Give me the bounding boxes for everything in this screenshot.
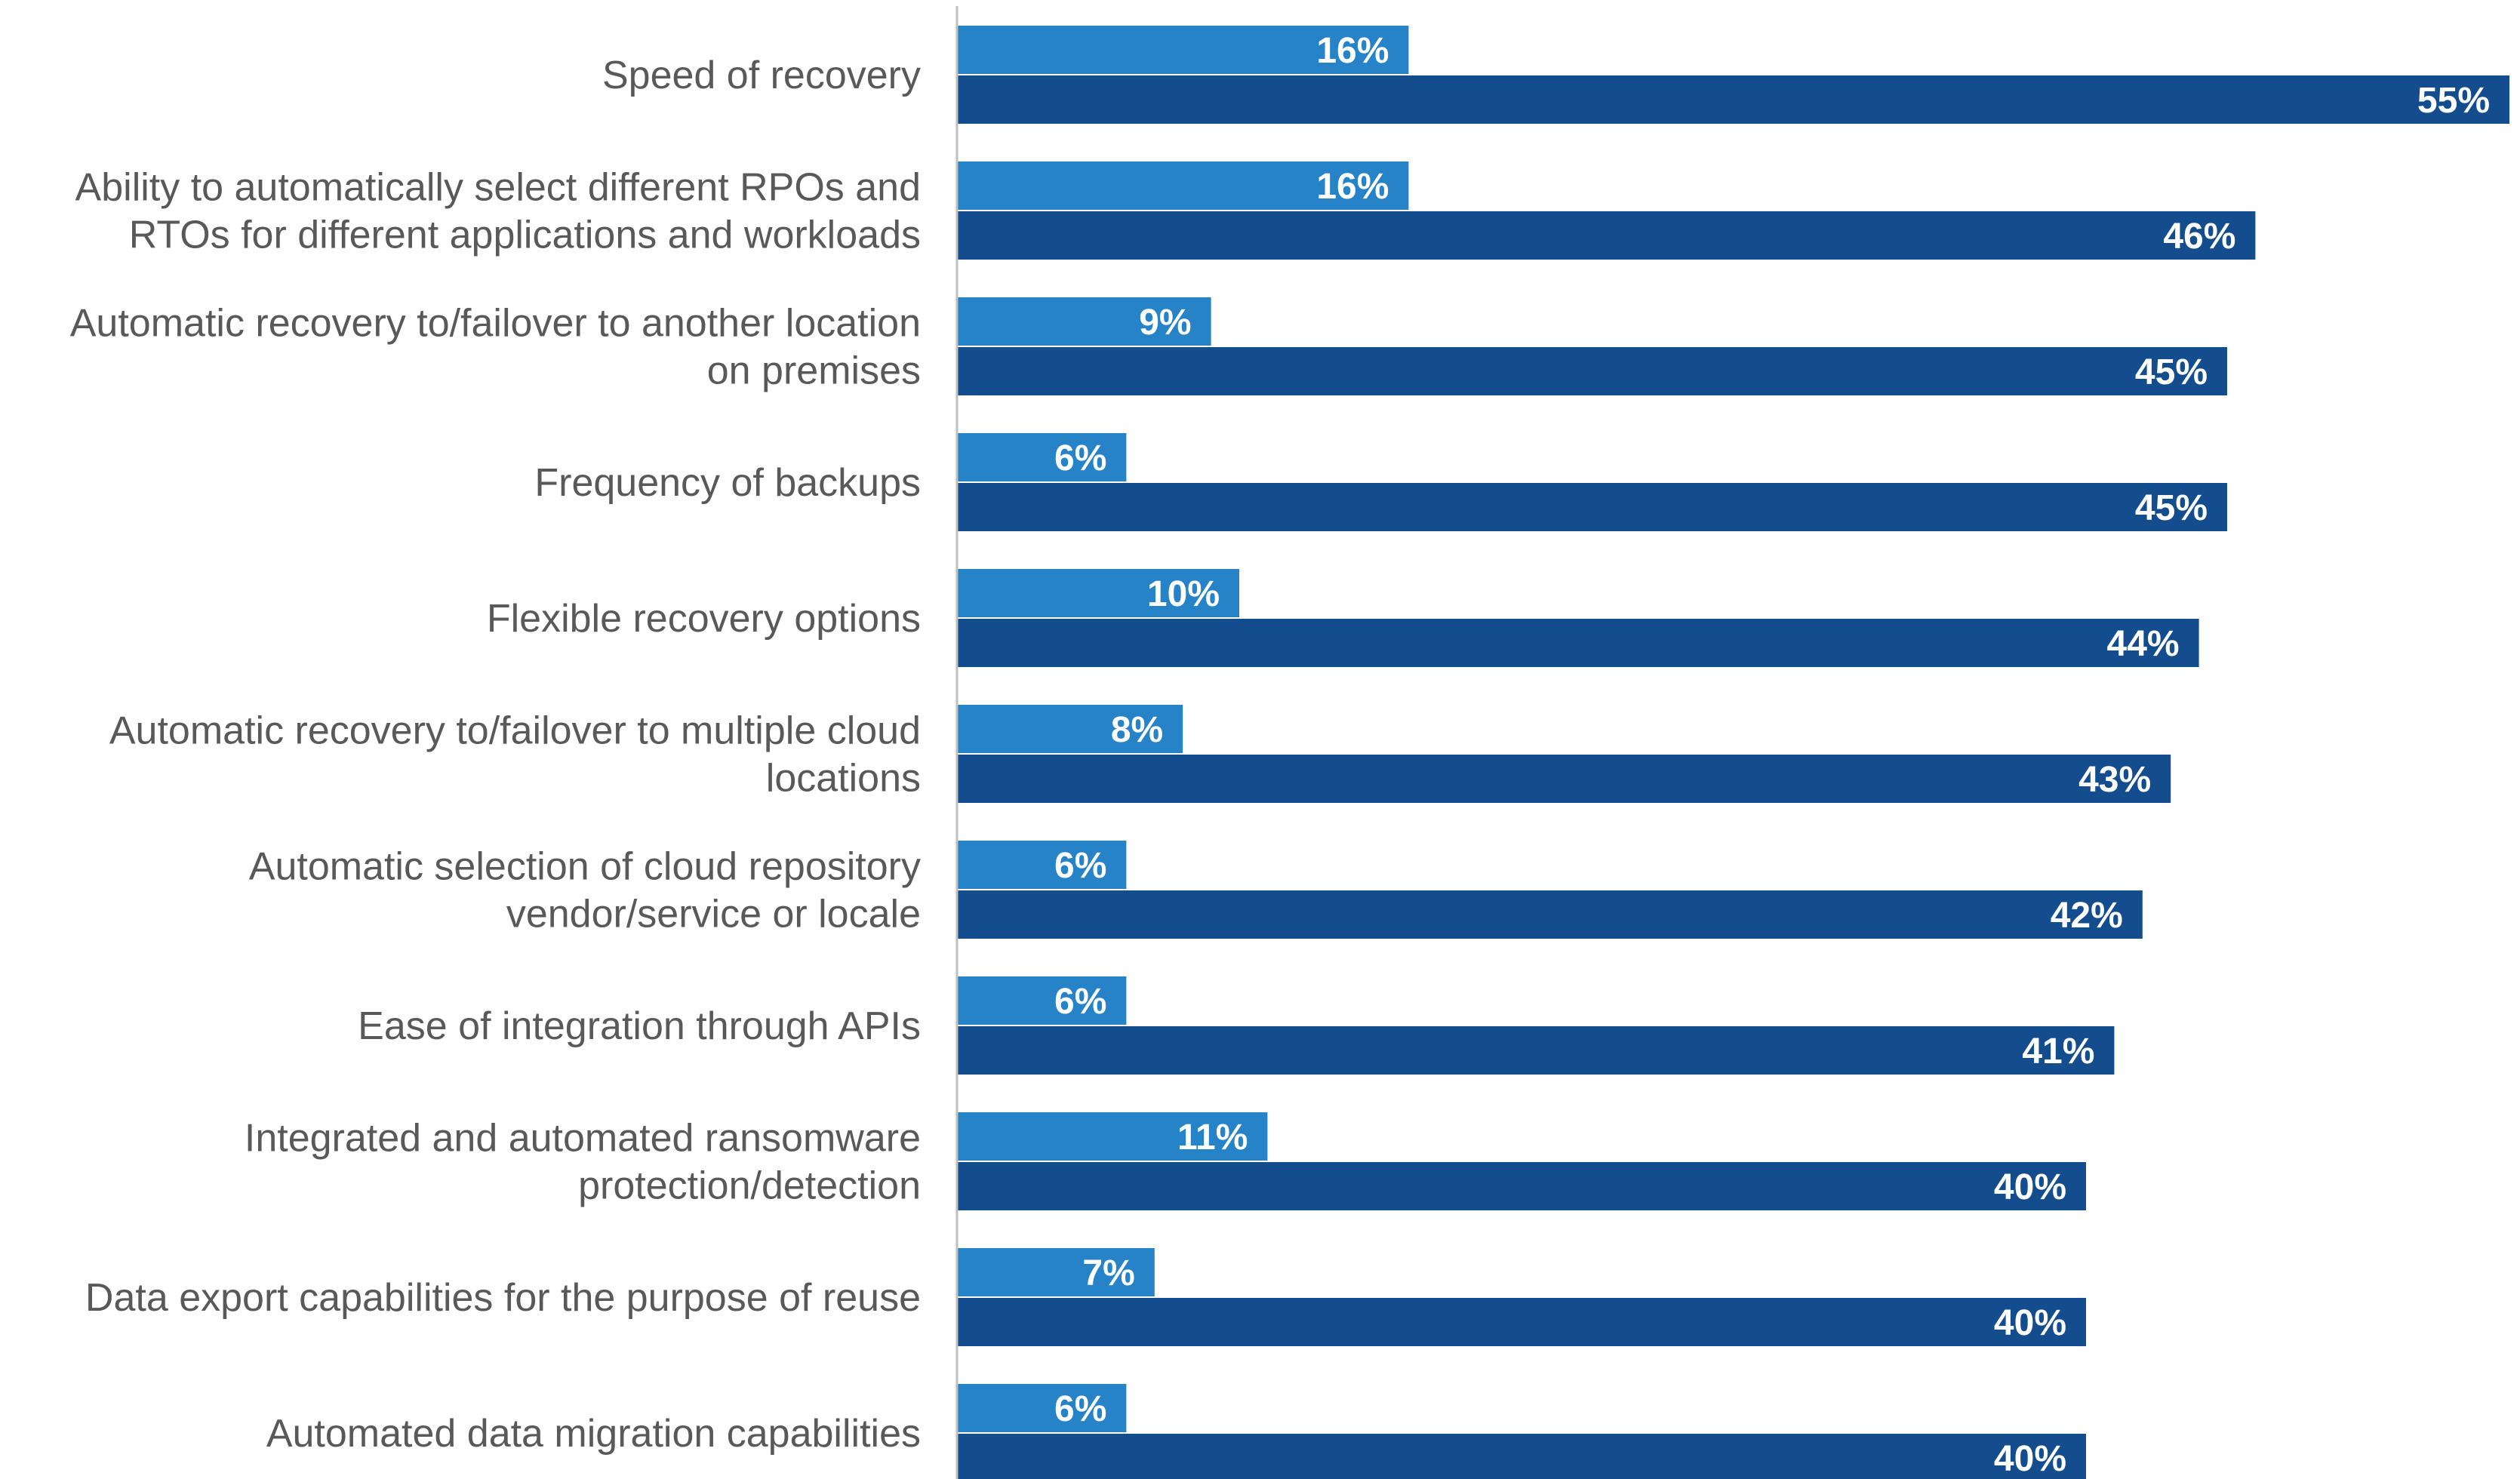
bar-series-2-item-5 xyxy=(957,619,2199,667)
category-label-2-line-2: RTOs for different applications and work… xyxy=(129,214,921,257)
bar-series-1-item-6 xyxy=(957,705,1183,753)
data-label-series-2-item-9: 40% xyxy=(1994,1167,2066,1207)
category-label-1: Speed of recovery xyxy=(602,54,921,97)
category-label-7-line-2: vendor/service or locale xyxy=(506,893,921,936)
data-label-series-1-item-7: 6% xyxy=(1054,846,1106,886)
data-label-series-2-item-5: 44% xyxy=(2107,624,2180,664)
data-label-series-2-item-6: 43% xyxy=(2078,760,2151,800)
data-label-series-2-item-2: 46% xyxy=(2163,217,2235,257)
data-label-series-1-item-10: 7% xyxy=(1082,1253,1134,1293)
bar-series-1-item-9 xyxy=(957,1112,1268,1161)
data-label-series-2-item-7: 42% xyxy=(2051,896,2123,936)
bar-series-2-item-11 xyxy=(957,1434,2086,1479)
category-label-3-line-1: Automatic recovery to/failover to anothe… xyxy=(70,302,921,346)
bar-series-2-item-9 xyxy=(957,1162,2086,1210)
data-label-series-2-item-3: 45% xyxy=(2135,352,2208,392)
bar-series-2-item-1 xyxy=(957,75,2509,124)
bar-series-1-item-7 xyxy=(957,841,1127,889)
category-label-4: Frequency of backups xyxy=(534,461,921,505)
bar-series-1-item-5 xyxy=(957,569,1239,617)
bar-series-1-item-11 xyxy=(957,1384,1127,1432)
category-label-10: Data export capabilities for the purpose… xyxy=(85,1276,921,1320)
category-label-8: Ease of integration through APIs xyxy=(358,1004,921,1048)
data-label-series-1-item-3: 9% xyxy=(1139,303,1191,343)
data-label-series-1-item-5: 10% xyxy=(1147,574,1220,614)
bar-series-1-item-8 xyxy=(957,976,1127,1025)
bar-series-1-item-2 xyxy=(957,161,1409,210)
bar-series-1-item-4 xyxy=(957,433,1127,481)
data-label-series-2-item-8: 41% xyxy=(2022,1032,2094,1072)
bar-series-2-item-8 xyxy=(957,1026,2115,1075)
category-label-2-line-1: Ability to automatically select differen… xyxy=(75,166,921,210)
bars-group xyxy=(957,26,2509,1479)
data-label-series-1-item-4: 6% xyxy=(1054,438,1106,478)
bar-series-2-item-7 xyxy=(957,890,2143,939)
bar-series-1-item-1 xyxy=(957,26,1409,74)
labels-group: 16% 55% Speed of recovery 16% 46% Ability to … xyxy=(70,31,2490,1479)
data-label-series-2-item-10: 40% xyxy=(1994,1303,2066,1343)
bar-series-2-item-4 xyxy=(957,483,2227,531)
data-label-series-2-item-11: 40% xyxy=(1994,1439,2066,1479)
data-label-series-1-item-2: 16% xyxy=(1316,167,1389,207)
category-label-6-line-1: Automatic recovery to/failover to multip… xyxy=(109,709,921,753)
category-label-3-line-2: on premises xyxy=(707,349,921,393)
data-label-series-2-item-4: 45% xyxy=(2135,488,2208,528)
data-label-series-1-item-11: 6% xyxy=(1054,1389,1106,1429)
data-label-series-1-item-8: 6% xyxy=(1054,982,1106,1022)
bar-series-2-item-6 xyxy=(957,755,2171,803)
category-label-5: Flexible recovery options xyxy=(487,597,921,641)
category-label-11: Automated data migration capabilities xyxy=(266,1412,921,1456)
data-label-series-1-item-9: 11% xyxy=(1177,1118,1248,1158)
category-label-9-line-1: Integrated and automated ransomware xyxy=(245,1117,921,1161)
bar-series-1-item-10 xyxy=(957,1248,1155,1296)
data-label-series-2-item-1: 55% xyxy=(2417,81,2490,121)
bar-series-2-item-3 xyxy=(957,347,2227,395)
data-label-series-1-item-6: 8% xyxy=(1111,710,1163,750)
bar-series-2-item-2 xyxy=(957,211,2256,260)
category-label-9-line-2: protection/detection xyxy=(578,1164,921,1208)
data-label-series-1-item-1: 16% xyxy=(1316,31,1389,71)
category-label-7-line-1: Automatic selection of cloud repository xyxy=(249,845,921,889)
category-label-6-line-2: locations xyxy=(766,757,921,801)
bar-series-2-item-10 xyxy=(957,1298,2086,1346)
bar-series-1-item-3 xyxy=(957,297,1211,346)
